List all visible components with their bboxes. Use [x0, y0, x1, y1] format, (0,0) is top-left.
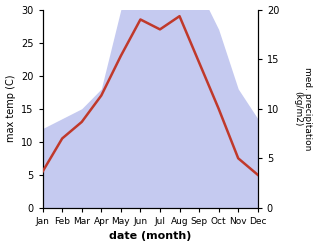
X-axis label: date (month): date (month) — [109, 231, 191, 242]
Y-axis label: max temp (C): max temp (C) — [5, 75, 16, 143]
Y-axis label: med. precipitation
(kg/m2): med. precipitation (kg/m2) — [293, 67, 313, 150]
